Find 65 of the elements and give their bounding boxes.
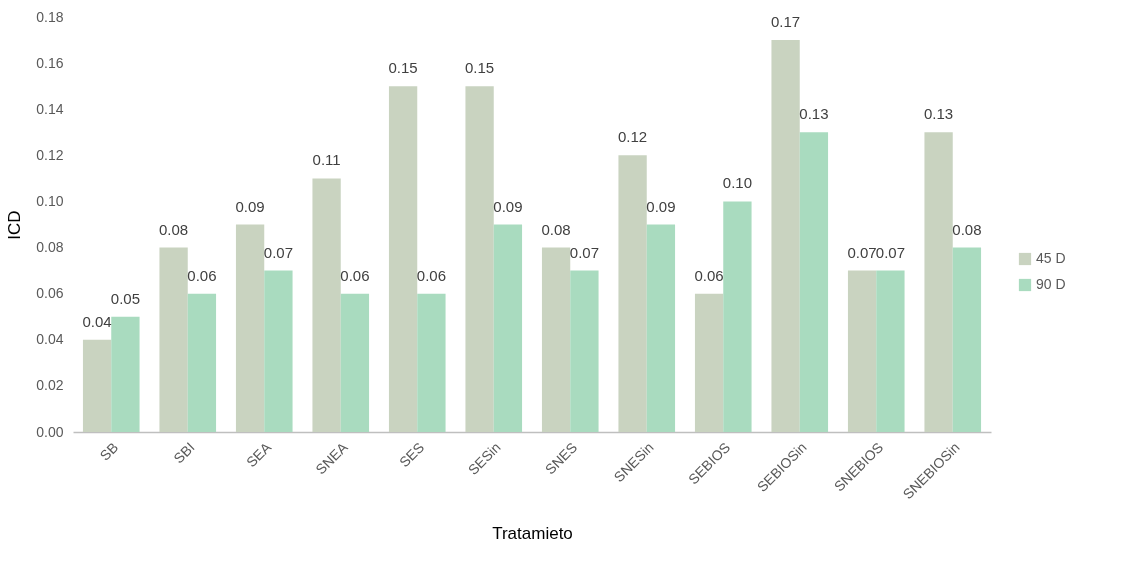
data-label: 0.06 xyxy=(694,266,724,284)
bar xyxy=(723,201,752,432)
y-tick-label: 0.02 xyxy=(36,377,64,394)
y-tick-label: 0.08 xyxy=(36,239,64,256)
bar xyxy=(235,224,265,432)
bar xyxy=(82,339,112,432)
y-tick-label: 0.10 xyxy=(36,192,64,209)
legend-label: 90 D xyxy=(1036,276,1066,292)
y-tick-label: 0.06 xyxy=(36,285,64,302)
data-label: 0.05 xyxy=(110,289,140,307)
y-tick-label: 0.04 xyxy=(36,331,64,348)
data-label: 0.09 xyxy=(646,197,676,215)
bar xyxy=(312,178,341,432)
data-label: 0.07 xyxy=(569,243,599,261)
bar xyxy=(465,86,494,432)
y-tick-label: 0.16 xyxy=(36,54,64,71)
data-label: 0.17 xyxy=(771,13,801,31)
bar xyxy=(388,86,418,432)
data-label: 0.08 xyxy=(952,220,982,238)
x-tick-label: SEA xyxy=(243,438,275,471)
data-label: 0.07 xyxy=(847,243,877,261)
bar xyxy=(187,293,217,432)
bar xyxy=(159,247,188,432)
bar xyxy=(876,270,905,432)
data-label: 0.15 xyxy=(465,59,495,77)
y-tick-label: 0.14 xyxy=(36,100,64,117)
data-label: 0.09 xyxy=(235,197,265,215)
bar xyxy=(570,270,599,432)
bar xyxy=(340,293,370,432)
bar xyxy=(493,224,523,432)
bar xyxy=(618,155,647,432)
y-tick-label: 0.12 xyxy=(36,146,64,163)
data-label: 0.13 xyxy=(799,105,829,123)
bar xyxy=(952,247,982,432)
data-label: 0.09 xyxy=(493,197,523,215)
data-label: 0.06 xyxy=(340,266,370,284)
bar xyxy=(417,293,446,432)
data-label: 0.15 xyxy=(388,59,418,77)
bar xyxy=(264,270,293,432)
bar xyxy=(111,316,140,432)
bar xyxy=(924,132,953,432)
data-label: 0.08 xyxy=(159,220,189,238)
data-label: 0.10 xyxy=(722,174,752,192)
bar xyxy=(541,247,571,432)
data-label: 0.12 xyxy=(618,128,648,146)
bar xyxy=(646,224,676,432)
data-label: 0.08 xyxy=(541,220,571,238)
x-axis-title: Tratamieto xyxy=(492,524,573,544)
legend-label: 45 D xyxy=(1036,250,1066,266)
data-label: 0.11 xyxy=(312,151,341,169)
y-tick-label: 0.00 xyxy=(36,423,64,440)
data-label: 0.07 xyxy=(263,243,293,261)
data-label: 0.06 xyxy=(187,266,217,284)
data-label: 0.06 xyxy=(416,266,446,284)
y-axis-title: ICD xyxy=(5,210,25,240)
data-label: 0.13 xyxy=(924,105,954,123)
data-label: 0.04 xyxy=(82,312,112,330)
bar xyxy=(847,270,877,432)
data-label: 0.07 xyxy=(875,243,905,261)
bar xyxy=(799,132,829,432)
x-tick-label: SB xyxy=(96,439,122,464)
x-tick-label: SBI xyxy=(170,439,198,467)
bar xyxy=(694,293,724,432)
bar xyxy=(771,40,800,432)
y-tick-label: 0.18 xyxy=(36,8,64,25)
